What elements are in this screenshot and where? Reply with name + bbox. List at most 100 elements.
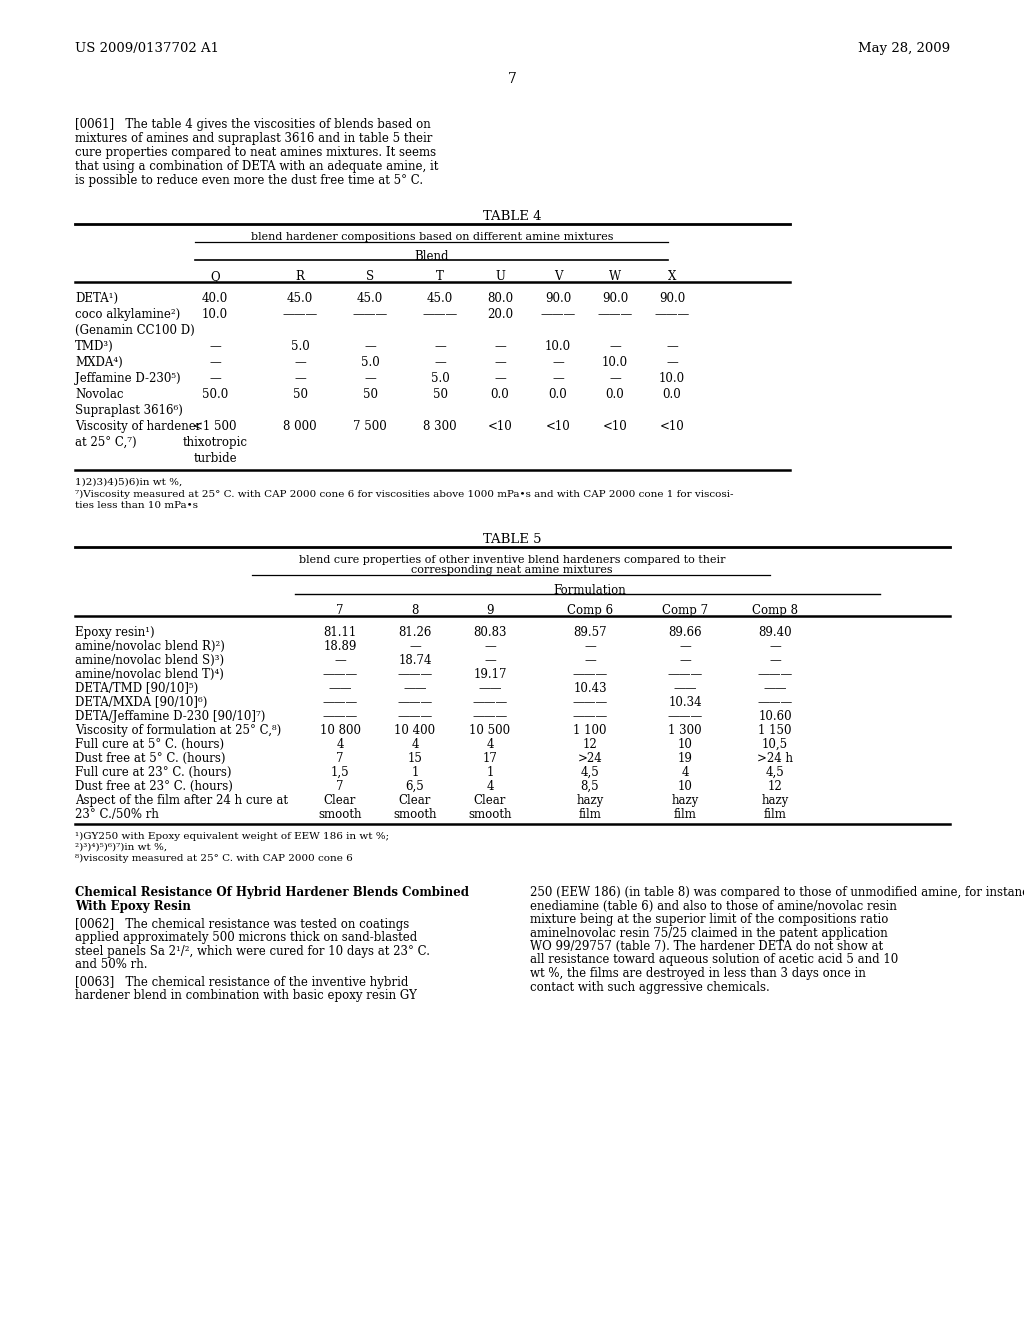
Text: film: film: [674, 808, 696, 821]
Text: —: —: [484, 640, 496, 653]
Text: 12: 12: [583, 738, 597, 751]
Text: 89.57: 89.57: [573, 626, 607, 639]
Text: U: U: [495, 271, 505, 282]
Text: thixotropic: thixotropic: [182, 436, 248, 449]
Text: —: —: [609, 372, 621, 385]
Text: 90.0: 90.0: [545, 292, 571, 305]
Text: 250 (EEW 186) (in table 8) was compared to those of unmodified amine, for instan: 250 (EEW 186) (in table 8) was compared …: [530, 886, 1024, 899]
Text: all resistance toward aqueous solution of acetic acid 5 and 10: all resistance toward aqueous solution o…: [530, 953, 898, 966]
Text: —: —: [294, 356, 306, 370]
Text: 50: 50: [362, 388, 378, 401]
Text: 8 000: 8 000: [284, 420, 316, 433]
Text: TMD³): TMD³): [75, 341, 114, 352]
Text: ———: ———: [668, 668, 702, 681]
Text: ———: ———: [758, 668, 793, 681]
Text: ———: ———: [597, 308, 633, 321]
Text: —: —: [209, 372, 221, 385]
Text: ———: ———: [397, 668, 432, 681]
Text: 10.0: 10.0: [602, 356, 628, 370]
Text: 1 300: 1 300: [669, 723, 701, 737]
Text: ———: ———: [472, 696, 508, 709]
Text: 18.89: 18.89: [324, 640, 356, 653]
Text: 10.43: 10.43: [573, 682, 607, 696]
Text: Epoxy resin¹): Epoxy resin¹): [75, 626, 155, 639]
Text: at 25° C,⁷): at 25° C,⁷): [75, 436, 136, 449]
Text: ———: ———: [323, 696, 357, 709]
Text: 8: 8: [412, 605, 419, 616]
Text: amine/novolac blend S)³): amine/novolac blend S)³): [75, 653, 224, 667]
Text: —: —: [495, 341, 506, 352]
Text: 4: 4: [486, 738, 494, 751]
Text: Supraplast 3616⁶): Supraplast 3616⁶): [75, 404, 183, 417]
Text: DETA/MXDA [90/10]⁶): DETA/MXDA [90/10]⁶): [75, 696, 208, 709]
Text: 7: 7: [336, 752, 344, 766]
Text: 7: 7: [336, 605, 344, 616]
Text: 45.0: 45.0: [287, 292, 313, 305]
Text: >24: >24: [578, 752, 602, 766]
Text: 81.26: 81.26: [398, 626, 432, 639]
Text: smooth: smooth: [318, 808, 361, 821]
Text: 45.0: 45.0: [357, 292, 383, 305]
Text: 4,5: 4,5: [766, 766, 784, 779]
Text: turbide: turbide: [194, 451, 237, 465]
Text: 1: 1: [486, 766, 494, 779]
Text: ———: ———: [572, 710, 607, 723]
Text: (Genamin CC100 D): (Genamin CC100 D): [75, 323, 195, 337]
Text: —: —: [769, 640, 781, 653]
Text: 1 150: 1 150: [758, 723, 792, 737]
Text: Dust free at 23° C. (hours): Dust free at 23° C. (hours): [75, 780, 232, 793]
Text: coco alkylamine²): coco alkylamine²): [75, 308, 180, 321]
Text: Blend: Blend: [415, 249, 450, 263]
Text: —: —: [552, 372, 564, 385]
Text: is possible to reduce even more the dust free time at 5° C.: is possible to reduce even more the dust…: [75, 174, 423, 187]
Text: <10: <10: [659, 420, 684, 433]
Text: ———: ———: [397, 696, 432, 709]
Text: WO 99/29757 (table 7). The hardener DETA do not show at: WO 99/29757 (table 7). The hardener DETA…: [530, 940, 883, 953]
Text: —: —: [294, 372, 306, 385]
Text: ¹)GY250 with Epoxy equivalent weight of EEW 186 in wt %;: ¹)GY250 with Epoxy equivalent weight of …: [75, 832, 389, 841]
Text: ———: ———: [283, 308, 317, 321]
Text: hazy: hazy: [672, 795, 698, 807]
Text: —: —: [679, 640, 691, 653]
Text: 4: 4: [486, 780, 494, 793]
Text: 6,5: 6,5: [406, 780, 424, 793]
Text: film: film: [579, 808, 601, 821]
Text: 9: 9: [486, 605, 494, 616]
Text: Clear: Clear: [398, 795, 431, 807]
Text: Viscosity of formulation at 25° C,⁸): Viscosity of formulation at 25° C,⁸): [75, 723, 282, 737]
Text: Novolac: Novolac: [75, 388, 124, 401]
Text: 15: 15: [408, 752, 423, 766]
Text: 8,5: 8,5: [581, 780, 599, 793]
Text: 7 500: 7 500: [353, 420, 387, 433]
Text: 50: 50: [432, 388, 447, 401]
Text: —: —: [410, 640, 421, 653]
Text: that using a combination of DETA with an adequate amine, it: that using a combination of DETA with an…: [75, 160, 438, 173]
Text: 10 500: 10 500: [469, 723, 511, 737]
Text: <10: <10: [546, 420, 570, 433]
Text: 10 800: 10 800: [319, 723, 360, 737]
Text: DETA¹): DETA¹): [75, 292, 118, 305]
Text: 17: 17: [482, 752, 498, 766]
Text: 18.74: 18.74: [398, 653, 432, 667]
Text: 1,5: 1,5: [331, 766, 349, 779]
Text: —: —: [552, 356, 564, 370]
Text: —: —: [209, 341, 221, 352]
Text: corresponding neat amine mixtures: corresponding neat amine mixtures: [412, 565, 612, 576]
Text: 50.0: 50.0: [202, 388, 228, 401]
Text: Aspect of the film after 24 h cure at: Aspect of the film after 24 h cure at: [75, 795, 288, 807]
Text: —: —: [495, 372, 506, 385]
Text: ——: ——: [329, 682, 352, 696]
Text: smooth: smooth: [468, 808, 512, 821]
Text: TABLE 4: TABLE 4: [482, 210, 542, 223]
Text: R: R: [296, 271, 304, 282]
Text: 5.0: 5.0: [360, 356, 379, 370]
Text: Comp 8: Comp 8: [752, 605, 798, 616]
Text: W: W: [609, 271, 622, 282]
Text: V: V: [554, 271, 562, 282]
Text: 50: 50: [293, 388, 307, 401]
Text: Full cure at 23° C. (hours): Full cure at 23° C. (hours): [75, 766, 231, 779]
Text: 10: 10: [678, 780, 692, 793]
Text: 0.0: 0.0: [490, 388, 509, 401]
Text: mixtures of amines and supraplast 3616 and in table 5 their: mixtures of amines and supraplast 3616 a…: [75, 132, 432, 145]
Text: —: —: [495, 356, 506, 370]
